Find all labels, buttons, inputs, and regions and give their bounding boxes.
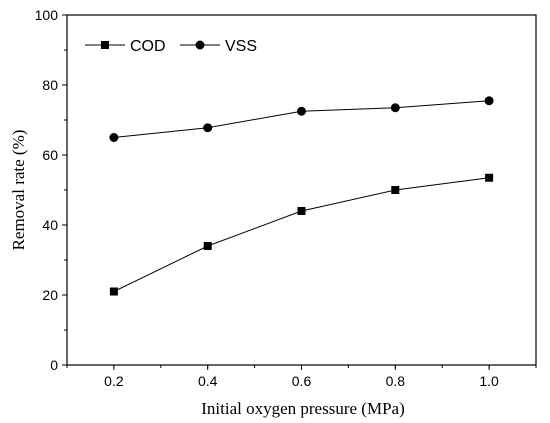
x-tick-label: 1.0 xyxy=(479,373,499,389)
data-point-cod xyxy=(297,207,306,215)
data-point-vss xyxy=(203,123,213,133)
x-axis-title: Initial oxygen pressure (MPa) xyxy=(201,399,404,418)
y-axis-title: Removal rate (%) xyxy=(9,130,28,251)
data-point-cod xyxy=(109,287,118,296)
data-point-cod xyxy=(203,242,212,250)
data-point-vss xyxy=(297,106,306,116)
data-point-vss xyxy=(484,96,494,106)
series-line-cod xyxy=(113,177,490,292)
x-tick-label: 0.6 xyxy=(292,373,312,389)
legend-label-cod: COD xyxy=(130,38,166,55)
y-tick-label: 0 xyxy=(50,357,58,373)
series-line-vss xyxy=(113,100,490,138)
x-tick-label: 0.2 xyxy=(104,373,124,389)
y-tick-label: 100 xyxy=(35,7,59,23)
y-tick-label: 60 xyxy=(42,147,58,163)
legend-marker-vss xyxy=(195,40,205,50)
data-point-cod xyxy=(391,186,400,194)
plot-frame xyxy=(66,14,537,366)
data-point-vss xyxy=(109,133,119,142)
data-point-vss xyxy=(390,103,400,113)
y-tick-label: 40 xyxy=(42,217,58,233)
legend-marker-cod xyxy=(101,41,109,49)
y-tick-label: 20 xyxy=(42,287,58,303)
x-tick-label: 0.4 xyxy=(198,373,218,389)
legend-label-vss: VSS xyxy=(225,38,257,55)
x-tick-label: 0.8 xyxy=(386,373,406,389)
y-tick-label: 80 xyxy=(42,77,58,93)
data-point-cod xyxy=(485,173,494,182)
